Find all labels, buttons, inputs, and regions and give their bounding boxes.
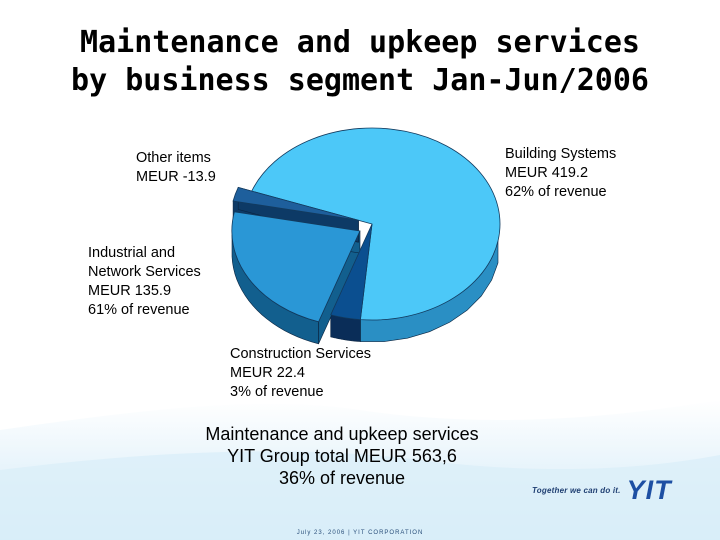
pie-slice-building-systems bbox=[251, 127, 501, 321]
yit-logo: Together we can do it. YIT bbox=[532, 475, 672, 505]
logo-tagline: Together we can do it. bbox=[532, 485, 621, 495]
label-building-systems-share: 62% of revenue bbox=[505, 184, 607, 200]
label-industrial-name-1: Industrial and bbox=[88, 245, 176, 261]
label-building-systems-value: MEUR 419.2 bbox=[505, 165, 589, 181]
label-industrial-name-2: Network Services bbox=[88, 264, 201, 280]
summary-line-2: YIT Group total MEUR 563,6 bbox=[227, 446, 457, 466]
group-summary: Maintenance and upkeep services YIT Grou… bbox=[150, 423, 534, 489]
slide-footer: July 23, 2006 | YIT CORPORATION bbox=[296, 530, 424, 536]
label-construction-services: Construction Services MEUR 22.4 3% of re… bbox=[230, 345, 371, 402]
label-other-items-name: Other items bbox=[136, 150, 211, 166]
label-industrial-share: 61% of revenue bbox=[88, 302, 190, 318]
pie-slice-construction-services bbox=[330, 223, 373, 321]
pie-slice-industrial-and-network-services bbox=[231, 211, 361, 323]
label-industrial-network: Industrial and Network Services MEUR 135… bbox=[88, 244, 201, 320]
label-industrial-value: MEUR 135.9 bbox=[88, 283, 172, 299]
label-other-items-value: MEUR -13.9 bbox=[136, 169, 216, 185]
label-construction-value: MEUR 22.4 bbox=[230, 365, 305, 381]
label-other-items: Other items MEUR -13.9 bbox=[136, 149, 216, 187]
slide-title-line-2: by business segment Jan-Jun/2006 bbox=[71, 63, 649, 98]
logo-wordmark: YIT bbox=[626, 475, 672, 505]
slide-title-line-1: Maintenance and upkeep services bbox=[80, 25, 640, 60]
label-construction-name: Construction Services bbox=[230, 346, 372, 362]
pie-slice-other-items bbox=[232, 186, 359, 221]
label-building-systems-name: Building Systems bbox=[505, 146, 617, 162]
slide-title: Maintenance and upkeep services by busin… bbox=[0, 24, 720, 100]
summary-line-3: 36% of revenue bbox=[278, 468, 406, 488]
summary-line-1: Maintenance and upkeep services bbox=[205, 424, 479, 444]
label-building-systems: Building Systems MEUR 419.2 62% of reven… bbox=[505, 145, 616, 202]
label-construction-share: 3% of revenue bbox=[230, 384, 324, 400]
